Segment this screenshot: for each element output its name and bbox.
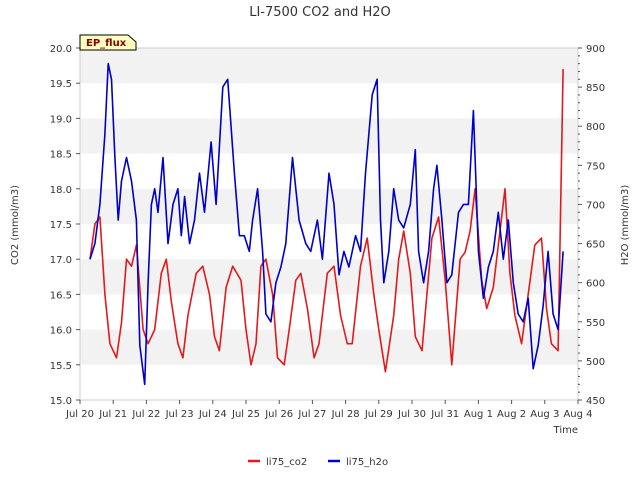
x-tick-label: Jul 20 bbox=[65, 409, 94, 420]
y-tick-label-right: 850 bbox=[586, 83, 605, 94]
x-tick-label: Jul 26 bbox=[264, 409, 293, 420]
y-tick-label-left: 20.0 bbox=[50, 44, 72, 55]
x-tick-label: Jul 24 bbox=[198, 409, 227, 420]
y-axis-label-right: H2O (mmol/m3) bbox=[620, 185, 631, 266]
y-tick-label-right: 900 bbox=[586, 44, 605, 55]
badge-label: EP_flux bbox=[86, 38, 127, 49]
y-tick-label-right: 500 bbox=[586, 357, 605, 368]
x-axis-label: Time bbox=[553, 425, 578, 436]
y-tick-label-left: 18.5 bbox=[50, 150, 72, 161]
y-tick-label-left: 18.0 bbox=[50, 185, 72, 196]
grid-band bbox=[80, 329, 578, 365]
chart-title: LI-7500 CO2 and H2O bbox=[249, 5, 391, 20]
x-tick-label: Jul 23 bbox=[165, 409, 194, 420]
grid-band bbox=[80, 118, 578, 154]
y-tick-label-right: 750 bbox=[586, 161, 605, 172]
x-tick-label: Jul 29 bbox=[364, 409, 393, 420]
x-axis: Jul 20 Jul 21 Jul 22 Jul 23 Jul 24 Jul 25 Jul … bbox=[65, 400, 593, 420]
grid-band bbox=[80, 188, 578, 224]
x-tick-label: Aug 3 bbox=[530, 409, 559, 420]
grid-band bbox=[80, 259, 578, 295]
y-tick-label-left: 16.5 bbox=[50, 290, 72, 301]
grid-band bbox=[80, 83, 578, 119]
legend: li75_co2 li75_h2o bbox=[248, 457, 388, 468]
y-tick-label-right: 650 bbox=[586, 240, 605, 251]
x-tick-label: Aug 2 bbox=[497, 409, 526, 420]
x-tick-label: Jul 21 bbox=[98, 409, 127, 420]
grid-band bbox=[80, 48, 578, 84]
y-axis-label-left: CO2 (mmol/m3) bbox=[10, 185, 21, 265]
x-tick-label: Jul 27 bbox=[297, 409, 326, 420]
y-tick-label-left: 19.5 bbox=[50, 79, 72, 90]
y-tick-label-right: 600 bbox=[586, 279, 605, 290]
right-axis: 450 500 550 600 650 700 750 800 850 900 bbox=[578, 44, 605, 407]
series-line-li75_h2o bbox=[89, 62, 564, 386]
y-tick-label-right: 550 bbox=[586, 318, 605, 329]
series-layer bbox=[89, 62, 564, 386]
y-tick-label-right: 800 bbox=[586, 122, 605, 133]
y-tick-label-right: 700 bbox=[586, 200, 605, 211]
x-tick-label: Jul 31 bbox=[430, 409, 459, 420]
y-tick-label-left: 15.5 bbox=[50, 361, 72, 372]
left-axis: 15.0 15.5 16.0 16.5 17.0 17.5 18.0 18.5 19.0 19.5… bbox=[50, 44, 80, 407]
y-tick-label-left: 17.0 bbox=[50, 255, 72, 266]
series-line-li75_co2 bbox=[89, 69, 564, 373]
y-tick-label-left: 15.0 bbox=[50, 396, 72, 407]
y-tick-label-left: 16.0 bbox=[50, 326, 72, 337]
background-bands bbox=[80, 48, 578, 400]
x-tick-label: Aug 4 bbox=[563, 409, 592, 420]
x-tick-label: Jul 25 bbox=[231, 409, 260, 420]
x-tick-label: Jul 22 bbox=[131, 409, 160, 420]
y-tick-label-left: 19.0 bbox=[50, 114, 72, 125]
legend-label-li75_h2o: li75_h2o bbox=[346, 457, 388, 468]
legend-label-li75_co2: li75_co2 bbox=[266, 457, 307, 468]
grid-band bbox=[80, 294, 578, 330]
x-tick-label: Jul 30 bbox=[397, 409, 426, 420]
x-tick-label: Aug 1 bbox=[464, 409, 493, 420]
y-tick-label-right: 450 bbox=[586, 396, 605, 407]
y-tick-label-left: 17.5 bbox=[50, 220, 72, 231]
ep-flux-badge: EP_flux bbox=[79, 34, 137, 51]
x-tick-label: Jul 28 bbox=[331, 409, 360, 420]
grid-band bbox=[80, 364, 578, 400]
